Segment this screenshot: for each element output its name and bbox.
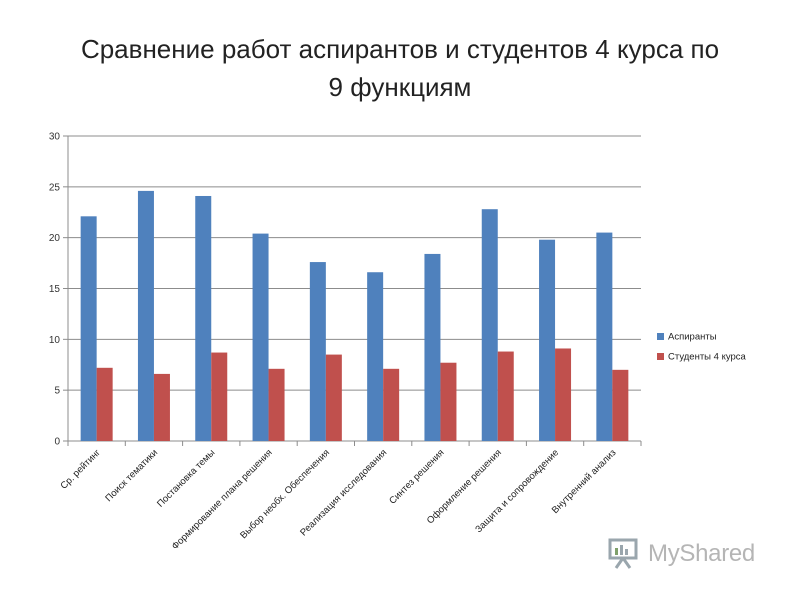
bar-studenty bbox=[497, 351, 514, 441]
legend-label: Студенты 4 курса bbox=[668, 352, 747, 363]
y-tick-label: 5 bbox=[54, 386, 60, 397]
x-tick-label: Внутренний анализ bbox=[550, 447, 619, 516]
x-tick-label: Ср. рейтинг bbox=[58, 447, 103, 492]
legend-swatch bbox=[657, 353, 664, 360]
bars bbox=[80, 190, 629, 441]
x-tick-label: Поиск тематики bbox=[103, 447, 160, 504]
x-tick-label: Постановка темы bbox=[155, 447, 217, 509]
y-tick-label: 30 bbox=[49, 132, 61, 143]
y-tick-label: 10 bbox=[49, 335, 61, 346]
bar-aspiranty bbox=[309, 262, 326, 441]
bar-aspiranty bbox=[80, 216, 97, 441]
legend-label: Аспиранты bbox=[668, 332, 717, 343]
bar-studenty bbox=[96, 367, 113, 441]
y-tick-label: 25 bbox=[49, 182, 61, 193]
bar-studenty bbox=[325, 354, 342, 441]
title-line-2: 9 функциям bbox=[328, 72, 472, 102]
legend: Аспиранты Студенты 4 курса bbox=[657, 332, 747, 363]
title-line-1: Сравнение работ аспирантов и студентов 4… bbox=[80, 34, 720, 64]
legend-swatch bbox=[657, 333, 664, 340]
y-tick-label: 15 bbox=[49, 284, 61, 295]
bar-aspiranty bbox=[481, 209, 498, 441]
bar-aspiranty bbox=[137, 190, 154, 441]
bar-aspiranty bbox=[195, 195, 212, 441]
watermark: MyShared bbox=[606, 536, 776, 572]
bar-aspiranty bbox=[367, 272, 384, 441]
y-tick-label: 20 bbox=[49, 233, 61, 244]
bar-aspiranty bbox=[596, 232, 613, 441]
y-axis-ticks: 0 5 10 15 20 25 30 bbox=[49, 132, 61, 448]
bar-aspiranty bbox=[424, 253, 441, 441]
bar-studenty bbox=[612, 369, 629, 441]
bar-aspiranty bbox=[252, 233, 269, 441]
bar-studenty bbox=[383, 368, 400, 441]
bar-studenty bbox=[440, 362, 457, 441]
bar-studenty bbox=[211, 352, 228, 441]
watermark-text: MyShared bbox=[648, 540, 755, 567]
x-tick-label: Синтез решения bbox=[387, 447, 446, 506]
bar-studenty bbox=[153, 373, 170, 441]
x-tick-label: Формирование плана решения bbox=[170, 447, 275, 552]
y-tick-label: 0 bbox=[54, 437, 60, 448]
bar-aspiranty bbox=[539, 239, 556, 441]
slide-title: Сравнение работ аспирантов и студентов 4… bbox=[0, 30, 800, 106]
presentation-board-icon bbox=[608, 538, 638, 569]
bar-studenty bbox=[555, 348, 572, 441]
bar-studenty bbox=[268, 368, 285, 441]
